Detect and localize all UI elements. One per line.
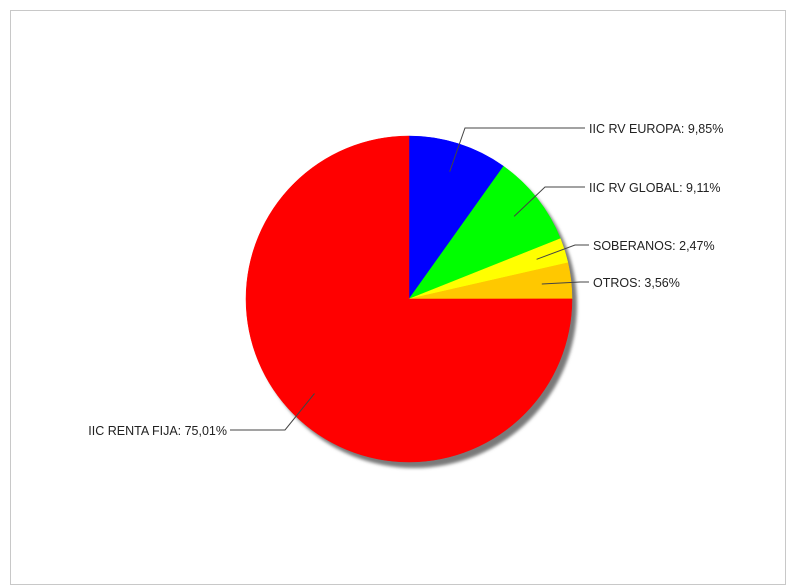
- pie-slice-iic-rv-global: [408, 165, 561, 300]
- leader-line-soberanos: [536, 244, 589, 260]
- slice-label-otros: OTROS: 3,56%: [593, 276, 680, 290]
- slice-label-soberanos: SOBERANOS: 2,47%: [593, 239, 715, 253]
- leader-lines: [230, 127, 589, 431]
- leader-line-otros: [541, 281, 589, 285]
- pie-slices: [245, 135, 573, 463]
- leader-line-iic-rv-europa: [449, 127, 585, 172]
- slice-label-iic-renta-fija: IIC RENTA FIJA: 75,01%: [88, 424, 227, 438]
- leader-line-iic-rv-global: [513, 186, 585, 217]
- slice-label-iic-rv-europa: IIC RV EUROPA: 9,85%: [589, 122, 723, 136]
- slice-labels: IIC RV EUROPA: 9,85% IIC RV GLOBAL: 9,11%…: [88, 122, 723, 438]
- leader-line-iic-renta-fija: [230, 393, 315, 431]
- pie-slice-iic-renta-fija: [245, 135, 573, 463]
- pie-slice-iic-rv-europa: [408, 135, 504, 300]
- slice-label-iic-rv-global: IIC RV GLOBAL: 9,11%: [589, 181, 721, 195]
